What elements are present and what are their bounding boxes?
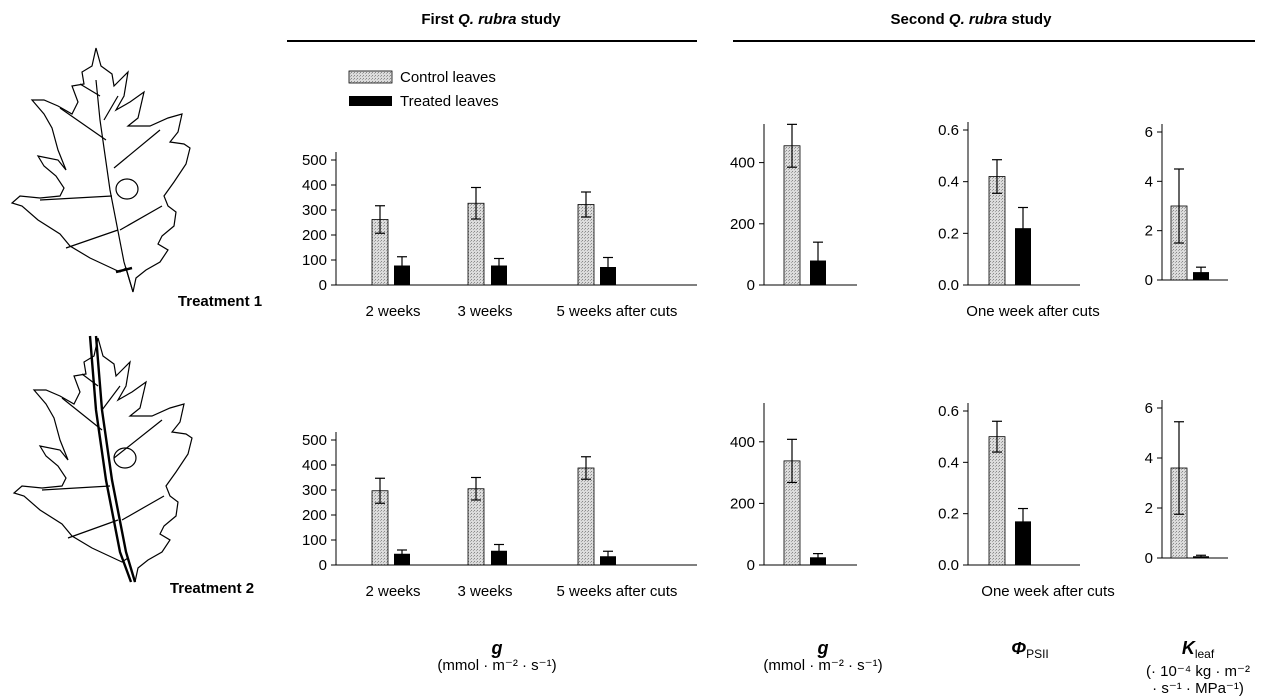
y-tick-label: 200 — [730, 495, 755, 512]
chart-t1_study2_phi: 0.0 0.2 0.4 0.6 — [938, 122, 1080, 294]
study1-title: First Q. rubra study — [421, 11, 561, 28]
bar-treated — [491, 265, 507, 285]
y-tick-label: 4 — [1145, 173, 1153, 190]
chart-t2_study2_g: 0 200 400 — [730, 403, 857, 574]
phi-psii-label: ΦPSII — [990, 638, 1070, 663]
x-label-5-weeks: 5 weeks after cuts — [557, 583, 678, 600]
y-tick-label: 200 — [302, 507, 327, 524]
study2-title: Second Q. rubra study — [891, 11, 1053, 28]
x-label-5-weeks: 5 weeks after cuts — [557, 303, 678, 320]
y-tick-label: 2 — [1145, 500, 1153, 517]
k-symbol: K — [1181, 638, 1195, 658]
x-label-3-weeks: 3 weeks — [457, 303, 512, 320]
y-tick-label: 0.2 — [938, 506, 959, 523]
k-leaf-label: Kleaf (· 10⁻⁴ kg · m⁻² · s⁻¹ · MPa⁻¹) — [1135, 638, 1261, 697]
y-tick-label: 0 — [1145, 272, 1153, 289]
y-tick-label: 200 — [302, 227, 327, 244]
y-tick-label: 0 — [319, 557, 327, 574]
bar-treated — [1015, 228, 1031, 285]
y-tick-label: 0 — [1145, 550, 1153, 567]
bar-control — [577, 467, 595, 566]
bar-treated — [394, 265, 410, 285]
y-tick-label: 200 — [730, 216, 755, 233]
x-label-2-weeks: 2 weeks — [365, 303, 420, 320]
phi-symbol: Φ — [1011, 638, 1027, 658]
y-tick-label: 0 — [747, 277, 755, 294]
y-tick-label: 6 — [1145, 400, 1153, 417]
x-label-2-weeks: 2 weeks — [365, 583, 420, 600]
legend: Control leaves Treated leaves — [348, 69, 499, 110]
x-label-one-week: One week after cuts — [966, 303, 1099, 320]
y-tick-label: 4 — [1145, 450, 1153, 467]
legend-control-label: Control leaves — [400, 69, 496, 86]
y-tick-label: 0.6 — [938, 403, 959, 420]
legend-treated-swatch — [349, 96, 392, 106]
y-tick-label: 500 — [302, 152, 327, 169]
leaf-treatment-1-illustration — [10, 47, 191, 293]
chart-t2_study1_g: 0 100 200 300 400 500 — [302, 432, 697, 574]
x-label-one-week: One week after cuts — [981, 583, 1114, 600]
g-unit: (mmol · m⁻² · s⁻¹) — [437, 657, 557, 674]
y-tick-label: 0.0 — [938, 557, 959, 574]
g-unit: (mmol · m⁻² · s⁻¹) — [763, 657, 883, 674]
y-tick-label: 0.6 — [938, 122, 959, 139]
y-tick-label: 0.4 — [938, 454, 959, 471]
chart-t2_study2_k: 0 2 4 6 — [1145, 400, 1228, 567]
y-tick-label: 400 — [730, 155, 755, 172]
y-tick-label: 0 — [747, 557, 755, 574]
bar-treated — [1015, 521, 1031, 565]
y-tick-label: 400 — [730, 434, 755, 451]
k-subscript: leaf — [1194, 647, 1215, 661]
charts-layer: 010020030040050002004000.00.20.40.602460… — [302, 122, 1228, 574]
y-tick-label: 100 — [302, 252, 327, 269]
g-unit-label-study2: g (mmol · m⁻² · s⁻¹) — [743, 638, 903, 674]
y-tick-label: 500 — [302, 432, 327, 449]
legend-control-swatch — [348, 70, 393, 84]
y-tick-label: 6 — [1145, 124, 1153, 141]
y-tick-label: 300 — [302, 202, 327, 219]
g-symbol: g — [491, 638, 503, 658]
y-tick-label: 100 — [302, 532, 327, 549]
y-tick-label: 2 — [1145, 223, 1153, 240]
treatment-1-label: Treatment 1 — [178, 293, 262, 310]
y-tick-label: 0.2 — [938, 225, 959, 242]
y-tick-label: 0.4 — [938, 174, 959, 191]
chart-t1_study1_g: 0 100 200 300 400 500 — [302, 152, 697, 294]
x-labels-row2: 2 weeks 3 weeks 5 weeks after cuts One w… — [365, 583, 1114, 600]
y-tick-label: 400 — [302, 177, 327, 194]
treatment-2-label: Treatment 2 — [170, 580, 254, 597]
y-tick-label: 300 — [302, 482, 327, 499]
chart-t1_study2_g: 0 200 400 — [730, 123, 857, 294]
chart-t1_study2_k: 0 2 4 6 — [1145, 124, 1228, 289]
y-tick-label: 0.0 — [938, 277, 959, 294]
y-tick-label: 0 — [319, 277, 327, 294]
k-unit-line2: · s⁻¹ · MPa⁻¹) — [1152, 680, 1244, 697]
y-tick-label: 400 — [302, 457, 327, 474]
legend-treated-label: Treated leaves — [400, 93, 499, 110]
g-unit-label-study1: g (mmol · m⁻² · s⁻¹) — [437, 638, 557, 674]
bar-control — [988, 436, 1006, 566]
g-symbol: g — [817, 638, 829, 658]
x-labels-row1: 2 weeks 3 weeks 5 weeks after cuts One w… — [365, 303, 1099, 320]
x-label-3-weeks: 3 weeks — [457, 583, 512, 600]
k-unit-line1: (· 10⁻⁴ kg · m⁻² — [1146, 663, 1250, 680]
leaf-treatment-2-illustration — [12, 335, 193, 583]
bar-treated — [491, 550, 507, 565]
bar-treated — [394, 553, 410, 565]
chart-t2_study2_phi: 0.0 0.2 0.4 0.6 — [938, 403, 1080, 574]
phi-subscript: PSII — [1026, 647, 1049, 661]
